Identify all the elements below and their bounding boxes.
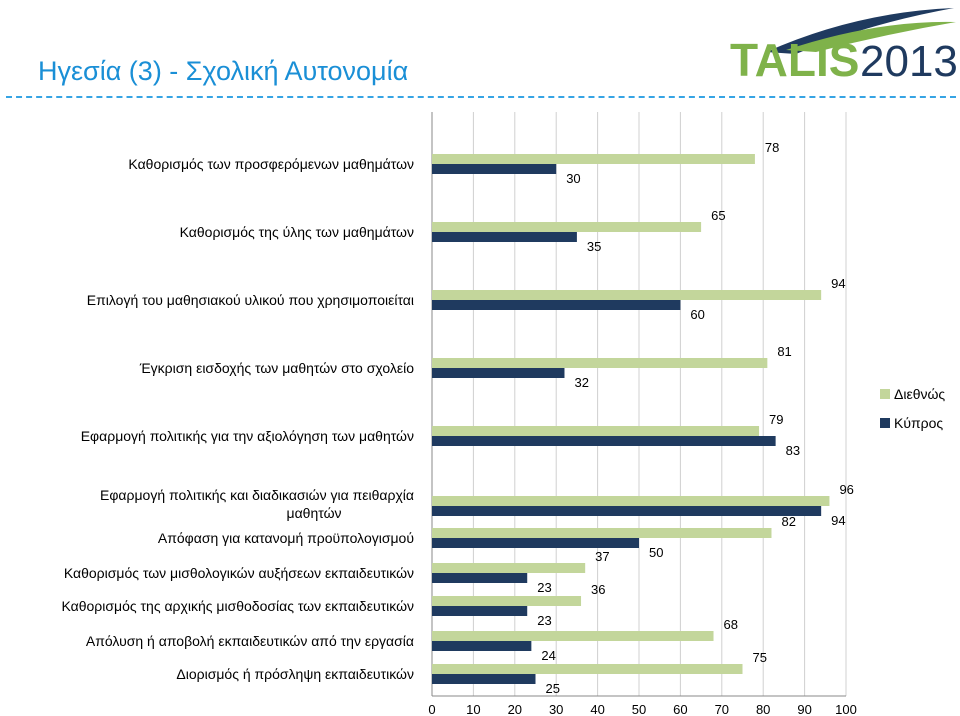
x-tick-label: 70 [715,702,729,716]
category-label: Έγκριση εισδοχής των μαθητών στο σχολείο [139,360,415,376]
data-label-cyprus: 23 [537,613,551,628]
x-tick-labels: 0 10 20 30 40 50 60 70 80 90 100 [428,702,856,716]
category-label: Καθορισμός της αρχικής μισθοδοσίας των ε… [61,598,414,614]
x-tick-label: 60 [673,702,687,716]
bar-international [432,222,702,232]
data-label-international: 78 [765,140,779,155]
category-label: Απόλυση ή αποβολή εκπαιδευτικών από την … [86,633,414,649]
category-label: Καθορισμός των μισθολογικών αυξήσεων εκπ… [64,565,414,581]
x-tick-label: 0 [428,702,435,716]
x-tick-label: 10 [466,702,480,716]
data-label-international: 81 [777,344,791,359]
data-label-cyprus: 24 [541,648,555,663]
bar-international [432,358,768,368]
category-label: Επιλογή του μαθησιακού υλικού που χρησιμ… [87,292,414,308]
legend: Διεθνώς Κύπρος [880,386,945,431]
data-label-cyprus: 32 [574,375,588,390]
x-tick-label: 30 [549,702,563,716]
logo-swoosh-green [786,21,956,52]
bar-cyprus [432,368,565,378]
bar-cyprus [432,506,822,516]
bar-international [432,596,582,606]
bar-cyprus [432,300,681,310]
category-labels: Καθορισμός των προσφερόμενων μαθημάτων Κα… [61,156,414,682]
data-label-international: 79 [769,412,783,427]
data-label-international: 68 [724,617,738,632]
logo-text-year: 2013 [860,37,958,84]
talis-2013-logo: TALIS 2013 [730,8,958,84]
data-label-cyprus: 23 [537,580,551,595]
legend-swatch [880,389,890,399]
x-tick-label: 90 [797,702,811,716]
data-label-international: 94 [831,276,845,291]
category-label: Εφαρμογή πολιτικής για την αξιολόγηση τω… [81,428,414,444]
bar-international [432,426,760,436]
bars [432,154,830,684]
bar-international [432,563,586,573]
legend-label: Κύπρος [894,415,943,431]
value-labels: 78 30 65 35 94 60 81 32 79 83 96 94 82 50 37 23 36 23 68 24… [537,140,854,696]
data-label-international: 65 [711,208,725,223]
x-tick-label: 40 [590,702,604,716]
bar-international [432,496,830,506]
category-label: Εφαρμογή πολιτικής και διαδικασιών για π… [100,487,414,521]
bar-cyprus [432,606,528,616]
bar-cyprus [432,641,532,651]
data-label-international: 36 [591,582,605,597]
x-tick-label: 100 [835,702,857,716]
data-label-international: 82 [781,514,795,529]
x-tick-label: 50 [632,702,646,716]
data-label-cyprus: 35 [587,239,601,254]
bar-cyprus [432,538,639,548]
bar-cyprus [432,573,528,583]
category-label: Καθορισμός της ύλης των μαθημάτων [180,224,414,240]
legend-label: Διεθνώς [894,386,945,402]
category-label: Καθορισμός των προσφερόμενων μαθημάτων [128,156,414,172]
bar-international [432,631,714,641]
bar-international [432,290,822,300]
x-tick-label: 80 [756,702,770,716]
data-label-cyprus: 94 [831,513,845,528]
logo-text-talis: TALIS [730,34,859,84]
data-label-international: 96 [839,482,853,497]
legend-swatch [880,418,890,428]
x-tick-label: 20 [508,702,522,716]
data-label-international: 37 [595,549,609,564]
data-label-cyprus: 25 [546,681,560,696]
category-label: Διορισμός ή πρόσληψη εκπαιδευτικών [176,666,414,682]
bar-international [432,154,755,164]
data-label-cyprus: 83 [786,443,800,458]
bar-cyprus [432,164,557,174]
page-title: Ηγεσία (3) - Σχολική Αυτονομία [38,56,409,86]
bar-cyprus [432,232,577,242]
data-label-cyprus: 30 [566,171,580,186]
bar-international [432,528,772,538]
bar-cyprus [432,436,776,446]
category-label: Απόφαση για κατανομή προϋπολογισμού [158,530,414,546]
data-label-cyprus: 50 [649,545,663,560]
title-divider [6,96,956,98]
data-label-cyprus: 60 [690,307,704,322]
bar-international [432,664,743,674]
data-label-international: 75 [753,650,767,665]
bar-cyprus [432,674,536,684]
